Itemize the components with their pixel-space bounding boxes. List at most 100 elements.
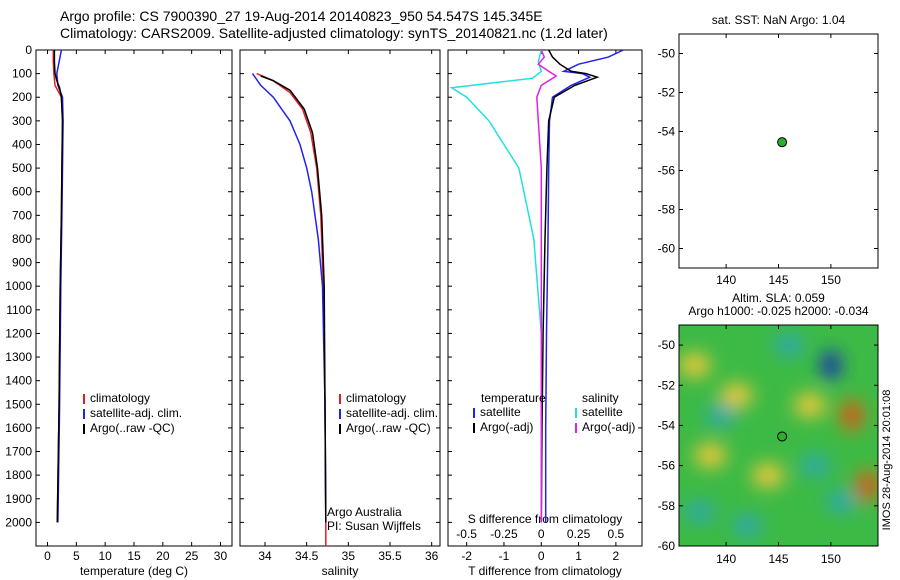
sst-ytick-label: -60 (658, 242, 676, 256)
series-line-temperature-argo-adj- (540, 50, 600, 523)
xtick-label: 20 (156, 549, 170, 563)
plot-frame-1 (239, 49, 441, 547)
sla-heatmap-blobs (679, 334, 878, 537)
series-group-0 (52, 50, 64, 523)
sla-feature-low (684, 500, 715, 523)
sst-panel-title: sat. SST: NaN Argo: 1.04 (712, 13, 846, 27)
ytick-label: 1200 (5, 326, 32, 340)
x2tick-label: -0.25 (490, 527, 518, 541)
sla-feature-core (861, 477, 874, 494)
legend-label-argo: Argo(..raw -QC) (90, 421, 175, 435)
xtick-label: 35.5 (378, 549, 402, 563)
xtick-label: 30 (214, 549, 228, 563)
sla-feature-low (800, 454, 831, 477)
xtick-label: 15 (127, 549, 141, 563)
ytick-label: 800 (12, 232, 32, 246)
ytick-label: 1400 (5, 374, 32, 388)
ytick-label: 1800 (5, 468, 32, 482)
ytick-label: 2000 (5, 515, 32, 529)
ytick-label: 200 (12, 90, 32, 104)
sla-ytick-label: -56 (658, 459, 676, 473)
ytick-label: 500 (12, 161, 32, 175)
xtick-label: 1 (575, 549, 582, 563)
sla-feature-high (694, 443, 727, 468)
sla-ytick-label: -60 (658, 539, 676, 553)
plot-frame-0 (35, 49, 233, 547)
ytick-label: 0 (25, 43, 32, 57)
sla-feature-high (679, 353, 711, 378)
annotation-line1: Argo Australia (327, 505, 402, 519)
series-line-salinity-satellite (449, 50, 543, 523)
plot-frame-2 (447, 49, 643, 547)
legend-label-climatology: climatology (90, 391, 150, 405)
xtick-label: 0 (538, 549, 545, 563)
sla-feature-low (773, 334, 804, 357)
legend-label-argo: Argo(..raw -QC) (346, 421, 431, 435)
sst-ytick-label: -52 (658, 86, 676, 100)
legend-s-satellite-label: satellite (582, 405, 623, 419)
sla-feature-high (793, 393, 826, 418)
sla-feature-low (826, 490, 857, 513)
ytick-label: 1500 (5, 397, 32, 411)
legend-label-climatology: climatology (346, 391, 406, 405)
xtick-label: 0 (44, 549, 51, 563)
side-timestamp-label: IMOS 28-Aug-2014 20:01:08 (881, 390, 893, 531)
xtick-label: 34 (258, 549, 272, 563)
x-axis-label: salinity (322, 564, 359, 578)
x2tick-label: 0.5 (608, 527, 625, 541)
xtick-label: 36 (425, 549, 439, 563)
sla-ytick-label: -50 (658, 338, 676, 352)
sla-panel-title-2: Argo h1000: -0.025 h2000: -0.034 (688, 304, 868, 318)
xtick-label: 35 (342, 549, 356, 563)
ytick-label: 400 (12, 137, 32, 151)
xtick-label: 34.5 (295, 549, 319, 563)
sla-ytick-label: -54 (658, 418, 676, 432)
sla-ytick-label: -58 (658, 499, 676, 513)
sla-feature-core (825, 358, 836, 373)
x2tick-label: 0 (538, 527, 545, 541)
sst-xtick-label: 150 (821, 273, 841, 287)
legend-s-argo-label: Argo(-adj) (582, 420, 635, 434)
xtick-label: 10 (98, 549, 112, 563)
series-line-argo-raw-qc- (53, 50, 64, 523)
ytick-label: 1900 (5, 492, 32, 506)
sla-heatmap (679, 325, 878, 546)
sla-xtick-label: 145 (768, 552, 788, 566)
ytick-label: 1000 (5, 279, 32, 293)
ytick-label: 300 (12, 114, 32, 128)
series-line-temperature-satellite (544, 50, 624, 523)
x-axis-label: T difference from climatology (468, 564, 622, 578)
sla-feature-core (845, 407, 858, 424)
xtick-label: 25 (185, 549, 199, 563)
ytick-label: 900 (12, 256, 32, 270)
legend-label-satellite: satellite-adj. clim. (90, 406, 182, 420)
sla-feature-low (705, 404, 736, 427)
xtick-label: 5 (73, 549, 80, 563)
x-axis-label: temperature (deg C) (80, 564, 188, 578)
sla-xtick-label: 140 (716, 552, 736, 566)
sla-feature-high (720, 383, 753, 408)
sla-argo-point (777, 431, 788, 442)
ytick-label: 1700 (5, 445, 32, 459)
ytick-label: 700 (12, 208, 32, 222)
series-line-salinity-argo-adj- (536, 50, 558, 523)
x2tick-label: -0.5 (456, 527, 477, 541)
sla-feature-high (752, 463, 785, 488)
legend-t-argo-label: Argo(-adj) (480, 420, 533, 434)
legend-t-satellite-label: satellite (480, 405, 521, 419)
ytick-label: 1300 (5, 350, 32, 364)
sst-argo-point (777, 137, 788, 148)
legend-heading-temperature: temperature (481, 391, 546, 405)
sst-ytick-label: -58 (658, 203, 676, 217)
figure-title-line2: Climatology: CARS2009. Satellite-adjuste… (60, 25, 608, 41)
ytick-label: 1100 (6, 303, 32, 317)
sst-xtick-label: 145 (768, 273, 788, 287)
legend-heading-salinity: salinity (582, 391, 619, 405)
xtick-label: 2 (613, 549, 620, 563)
series-line-satellite-adj-clim- (251, 73, 327, 523)
annotation-line2: PI: Susan Wijffels (327, 519, 421, 533)
sst-xtick-label: 140 (716, 273, 736, 287)
ytick-label: 600 (12, 185, 32, 199)
ytick-label: 100 (12, 67, 32, 81)
